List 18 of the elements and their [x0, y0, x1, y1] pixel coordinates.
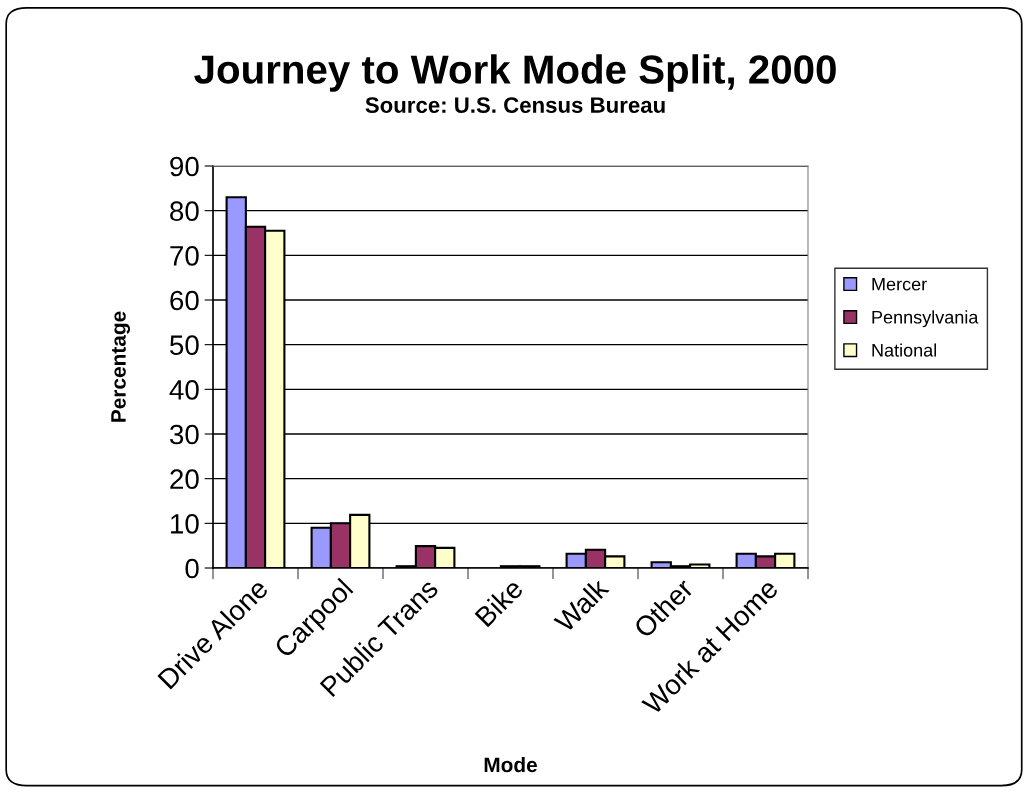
x-tick-label: Bike: [473, 577, 525, 628]
y-tick-label: 10: [171, 514, 199, 534]
y-tick-label: 30: [169, 424, 199, 445]
y-tick-label: 50: [170, 335, 199, 356]
legend-label: National: [872, 343, 937, 357]
y-tick-label: 70: [170, 246, 199, 266]
legend-label: Mercer: [872, 277, 927, 291]
chart-title: Journey to Work Mode Split, 2000: [194, 54, 836, 92]
y-axis-title: Percentage: [111, 311, 131, 422]
y-tick-label: 0: [185, 558, 199, 579]
y-tick-label: 20: [170, 469, 199, 490]
y-tick-label: 80: [170, 201, 199, 222]
legend-label: Pennsylvania: [872, 310, 979, 328]
y-tick-label: 40: [169, 380, 199, 400]
chart-subtitle: Source: U.S. Census Bureau: [365, 97, 665, 113]
y-tick-label: 60: [170, 290, 199, 311]
y-tick-label: 90: [170, 156, 199, 177]
x-axis-title: Mode: [484, 756, 537, 773]
